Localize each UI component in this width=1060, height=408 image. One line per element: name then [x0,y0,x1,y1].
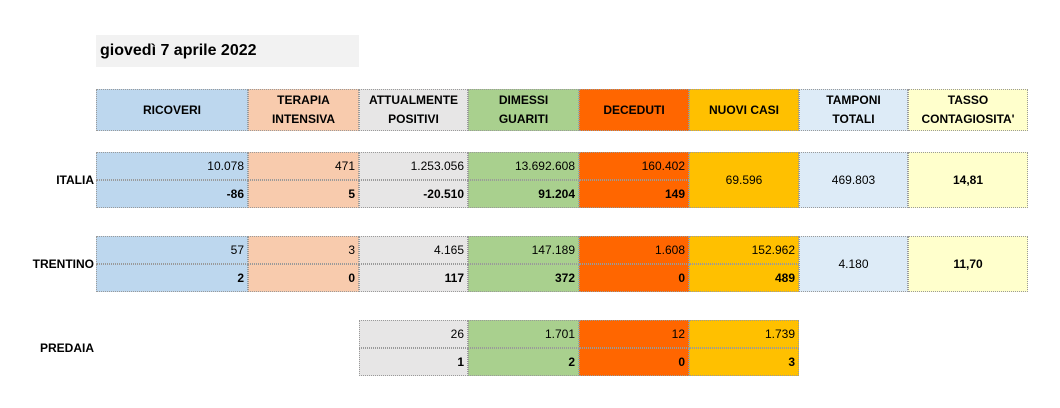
header-nuovi-casi: NUOVI CASI [689,89,799,131]
trentino-attualmente-total: 4.165 [359,236,468,264]
header-ricoveri: RICOVERI [96,89,248,131]
italia-deceduti-total: 160.402 [579,152,689,180]
row-label-italia: ITALIA [56,173,94,187]
predaia-dimessi-delta: 2 [468,348,579,376]
trentino-deceduti-delta: 0 [579,264,689,292]
predaia-nuovi-delta: 3 [689,348,799,376]
italia-terapia-total: 471 [248,152,359,180]
italia-terapia-delta: 5 [248,180,359,208]
predaia-deceduti-total: 12 [579,320,689,348]
row-label-predaia: PREDAIA [39,341,94,355]
italia-tamponi: 469.803 [799,152,908,208]
italia-attualmente-total: 1.253.056 [359,152,468,180]
predaia-attualmente-total: 26 [359,320,468,348]
italia-attualmente-delta: -20.510 [359,180,468,208]
italia-ricoveri-delta: -86 [96,180,248,208]
trentino-nuovi-delta: 489 [689,264,799,292]
italia-dimessi-delta: 91.204 [468,180,579,208]
italia-deceduti-delta: 149 [579,180,689,208]
trentino-terapia-total: 3 [248,236,359,264]
header-deceduti: DECEDUTI [579,89,689,131]
trentino-dimessi-total: 147.189 [468,236,579,264]
italia-ricoveri-total: 10.078 [96,152,248,180]
trentino-ricoveri-total: 57 [96,236,248,264]
header-dimessi-guariti: DIMESSI GUARITI [468,89,579,131]
trentino-deceduti-total: 1.608 [579,236,689,264]
header-attualmente-positivi: ATTUALMENTE POSITIVI [359,89,468,131]
predaia-deceduti-delta: 0 [579,348,689,376]
italia-nuovi-casi: 69.596 [689,152,799,208]
header-tamponi-totali: TAMPONI TOTALI [799,89,908,131]
header-terapia-intensiva: TERAPIA INTENSIVA [248,89,359,131]
trentino-tamponi: 4.180 [799,236,908,292]
trentino-dimessi-delta: 372 [468,264,579,292]
header-tasso-contagiosita: TASSO CONTAGIOSITA' [908,89,1028,131]
trentino-ricoveri-delta: 2 [96,264,248,292]
trentino-tasso: 11,70 [908,236,1028,292]
row-label-trentino: TRENTINO [32,257,94,271]
report-date-title: giovedì 7 aprile 2022 [96,35,359,67]
trentino-nuovi-total: 152.962 [689,236,799,264]
predaia-dimessi-total: 1.701 [468,320,579,348]
trentino-terapia-delta: 0 [248,264,359,292]
trentino-attualmente-delta: 117 [359,264,468,292]
predaia-attualmente-delta: 1 [359,348,468,376]
italia-tasso: 14,81 [908,152,1028,208]
italia-dimessi-total: 13.692.608 [468,152,579,180]
predaia-nuovi-total: 1.739 [689,320,799,348]
